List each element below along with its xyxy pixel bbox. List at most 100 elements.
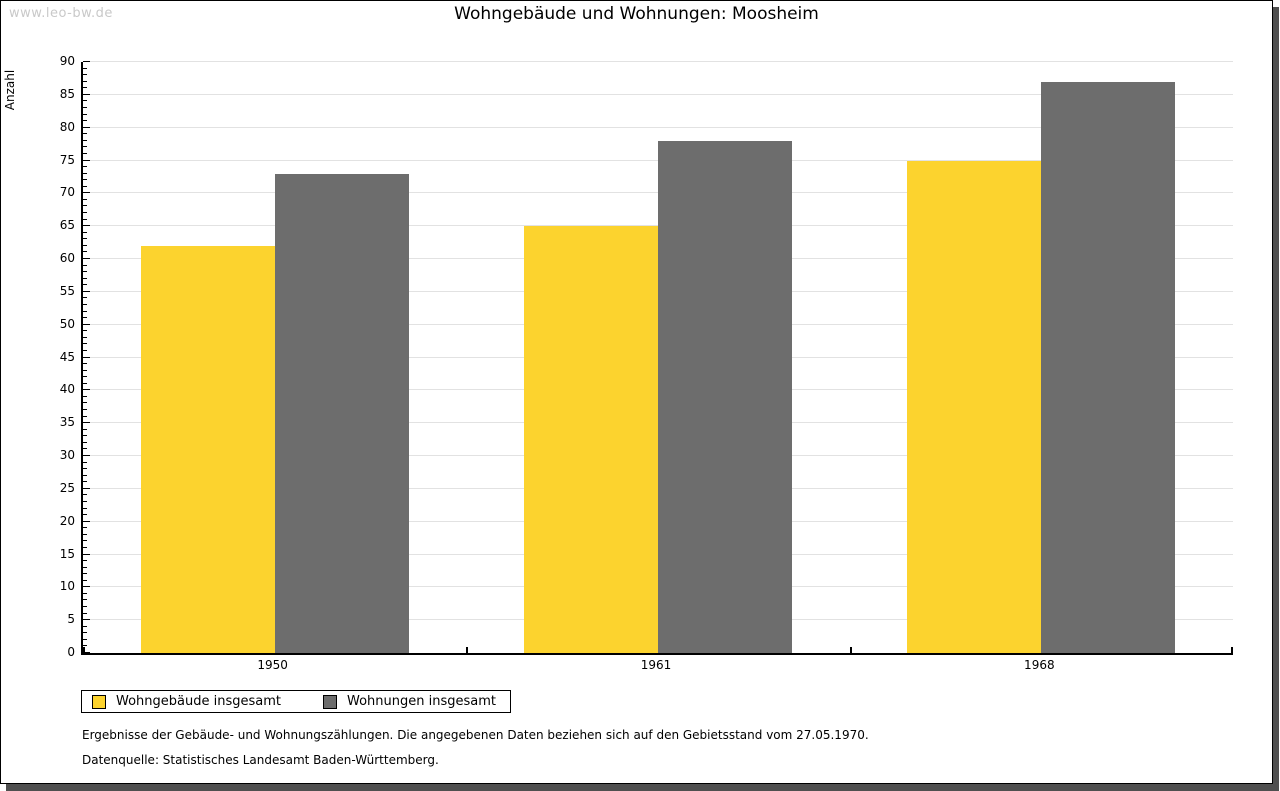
y-axis-minor-tick — [83, 146, 87, 148]
x-axis-tick — [466, 647, 469, 653]
y-axis-tick — [83, 422, 90, 424]
y-axis-minor-tick — [83, 67, 87, 69]
legend-label: Wohngebäude insgesamt — [116, 694, 281, 709]
y-axis-tick — [83, 126, 90, 128]
bar-group — [83, 62, 466, 653]
y-axis-tick — [83, 258, 90, 259]
y-axis-tick-label: 15 — [59, 546, 75, 561]
y-axis-title: Anzahl — [3, 69, 17, 111]
y-axis-tick-label: 20 — [59, 513, 75, 528]
y-axis-tick — [83, 652, 90, 653]
bar — [907, 160, 1042, 653]
y-axis-minor-tick — [83, 448, 87, 450]
y-axis-minor-tick — [83, 330, 87, 332]
y-axis-minor-tick — [83, 185, 87, 187]
y-axis-minor-tick — [83, 264, 87, 266]
y-axis-minor-tick — [83, 507, 87, 509]
y-axis-minor-tick — [83, 218, 87, 220]
x-axis-tick — [849, 647, 852, 653]
x-axis-category-label: 1961 — [640, 658, 672, 672]
y-axis-minor-tick — [83, 533, 87, 535]
y-axis-tick-label: 25 — [59, 480, 75, 495]
x-axis-tick — [1231, 647, 1233, 653]
y-axis-tick — [83, 356, 90, 358]
y-axis-minor-tick — [83, 376, 87, 378]
y-axis-minor-tick — [83, 172, 87, 174]
y-axis-minor-tick — [83, 441, 87, 443]
y-axis-minor-tick — [83, 179, 87, 181]
legend: Wohngebäude insgesamt Wohnungen insgesamt — [81, 690, 511, 713]
y-axis-minor-tick — [83, 310, 87, 312]
y-axis-tick-label: 70 — [59, 185, 75, 200]
y-axis-tick — [83, 290, 90, 292]
y-axis-tick-label: 55 — [59, 283, 75, 298]
y-axis-minor-tick — [83, 645, 87, 647]
y-axis-minor-tick — [83, 244, 87, 246]
y-axis-minor-tick — [83, 428, 87, 430]
y-axis-tick-label: 65 — [59, 218, 75, 233]
y-axis-minor-tick — [83, 74, 87, 76]
y-axis-minor-tick — [83, 566, 87, 568]
y-axis-minor-tick — [83, 87, 87, 89]
y-axis-tick-label: 90 — [59, 54, 75, 68]
y-axis-tick — [83, 455, 90, 456]
y-axis-minor-tick — [83, 284, 87, 286]
plot-area: 0 5 10 15 20 25 30 35 40 45 50 55 60 65 70 75 80 85 90 — [60, 55, 1233, 658]
y-axis-minor-tick — [83, 514, 87, 516]
y-axis-minor-tick — [83, 638, 87, 640]
footnote-data-source: Datenquelle: Statistisches Landesamt Bad… — [82, 753, 439, 767]
y-axis-tick — [83, 323, 90, 325]
y-axis-tick-label: 85 — [59, 86, 75, 101]
y-axis-tick — [83, 553, 90, 555]
y-axis-minor-tick — [83, 435, 87, 437]
y-axis-minor-tick — [83, 303, 87, 305]
y-axis-minor-tick — [83, 369, 87, 371]
y-axis-minor-tick — [83, 317, 87, 319]
y-axis-minor-tick — [83, 579, 87, 581]
gridline — [83, 61, 1233, 62]
y-axis-tick-label: 60 — [59, 251, 75, 265]
bar-group — [850, 62, 1233, 653]
y-axis-minor-tick — [83, 133, 87, 135]
y-axis-minor-tick — [83, 494, 87, 496]
legend-label: Wohnungen insgesamt — [347, 694, 496, 709]
y-axis-tick — [83, 192, 90, 194]
y-axis-tick-label: 75 — [59, 152, 75, 167]
y-axis-minor-tick — [83, 152, 87, 154]
watermark-link: www.leo-bw.de — [9, 6, 113, 21]
y-axis-minor-tick — [83, 100, 87, 102]
y-axis-minor-tick — [83, 231, 87, 233]
y-axis-tick — [83, 487, 90, 489]
y-axis-minor-tick — [83, 402, 87, 404]
legend-swatch — [92, 694, 106, 709]
y-axis-minor-tick — [83, 540, 87, 542]
y-axis-minor-tick — [83, 277, 87, 279]
y-axis-minor-tick — [83, 382, 87, 384]
x-axis-tick — [83, 647, 85, 653]
y-axis-minor-tick — [83, 527, 87, 529]
y-axis-minor-tick — [83, 573, 87, 575]
y-axis-tick-label: 5 — [67, 612, 75, 627]
y-axis-minor-tick — [83, 198, 87, 200]
bar — [140, 245, 275, 653]
bar — [657, 140, 792, 653]
y-axis-minor-tick — [83, 592, 87, 594]
y-axis-tick-label: 30 — [59, 448, 75, 462]
y-axis-tick-label: 50 — [59, 316, 75, 331]
y-axis-tick-label: 40 — [59, 382, 75, 397]
y-axis-tick-label: 0 — [67, 645, 75, 659]
y-axis-tick — [83, 619, 90, 621]
footnote-source-note: Ergebnisse der Gebäude- und Wohnungszähl… — [82, 728, 869, 742]
y-axis-minor-tick — [83, 113, 87, 115]
legend-swatch — [323, 694, 337, 709]
y-axis-minor-tick — [83, 612, 87, 614]
legend-item: Wohngebäude insgesamt — [92, 694, 281, 709]
y-axis-tick — [83, 520, 90, 522]
y-axis-minor-tick — [83, 461, 87, 463]
y-axis-minor-tick — [83, 120, 87, 122]
y-axis-tick-label: 10 — [59, 579, 75, 594]
y-axis-tick-label: 45 — [59, 349, 75, 364]
y-axis-minor-tick — [83, 205, 87, 207]
y-axis-minor-tick — [83, 468, 87, 470]
